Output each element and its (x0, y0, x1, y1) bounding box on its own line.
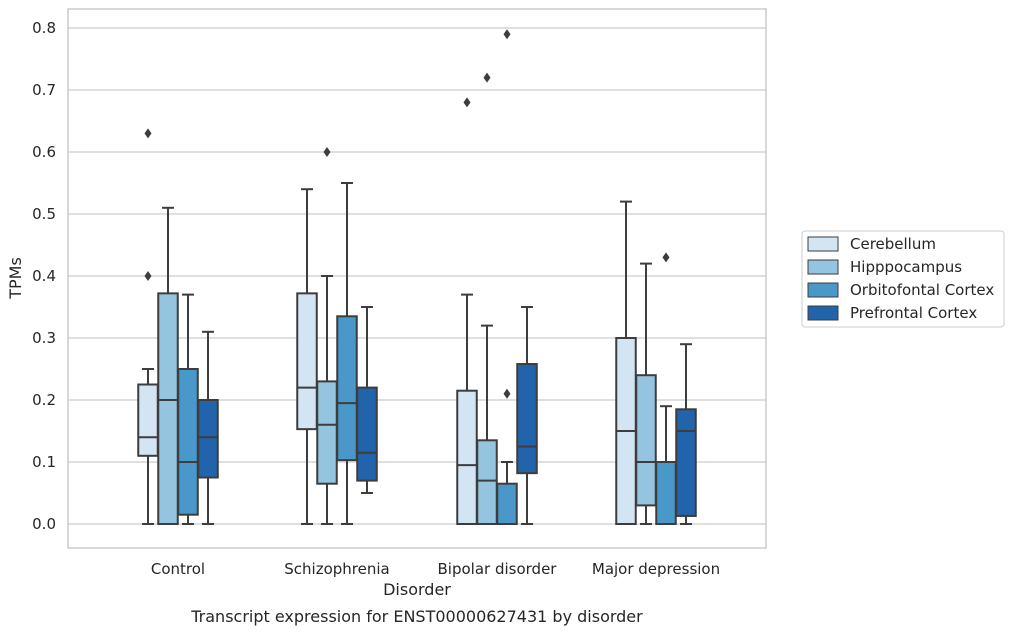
box-iqr (635, 374, 657, 507)
legend-swatch (807, 236, 839, 252)
legend-swatch (807, 259, 839, 275)
legend: Cerebellum Hipppocampus Orbitofontal Corte… (801, 230, 1005, 328)
legend-label: Hipppocampus (850, 258, 962, 276)
legend-swatch (807, 305, 839, 321)
box-iqr (496, 482, 518, 526)
box-prefrontal-cortex (675, 343, 697, 525)
box-iqr (177, 368, 199, 516)
x-tick-labels: Control Schizophrenia Bipolar disorder Majo… (151, 560, 720, 578)
box-groups (137, 29, 697, 526)
box-iqr (476, 439, 498, 525)
y-axis-title: TPMs (6, 257, 25, 300)
outlier-point (323, 147, 331, 157)
legend-item: Cerebellum (807, 235, 936, 253)
legend-item: Orbitofontal Cortex (807, 281, 994, 299)
x-tick-label: Control (151, 560, 205, 578)
box-orbitofontal-cortex (496, 29, 518, 526)
y-tick-labels: 0.0 0.1 0.2 0.3 0.4 0.5 0.6 0.7 0.8 (32, 19, 56, 533)
y-tick-label: 0.4 (32, 267, 56, 285)
box-prefrontal-cortex (356, 306, 378, 494)
box-iqr (336, 315, 358, 462)
y-tick-label: 0.8 (32, 19, 56, 37)
box-prefrontal-cortex (197, 330, 219, 525)
box-iqr (456, 389, 478, 526)
legend-label: Orbitofontal Cortex (850, 281, 994, 299)
outlier-point (483, 72, 491, 83)
box-iqr (197, 399, 219, 479)
x-tick-label: Schizophrenia (284, 560, 389, 578)
legend-label: Cerebellum (850, 235, 936, 253)
y-tick-label: 0.5 (32, 205, 56, 223)
y-tick-label: 0.6 (32, 143, 56, 161)
box-hipppocampus (476, 72, 498, 525)
box-iqr (296, 292, 318, 431)
plot-frame (67, 8, 767, 549)
y-tick-label: 0.7 (32, 81, 56, 99)
box-iqr (316, 380, 338, 485)
box-iqr (137, 383, 159, 457)
legend-swatch (807, 282, 839, 298)
outlier-point (463, 97, 471, 108)
x-tick-label: Bipolar disorder (438, 560, 558, 578)
box-iqr (675, 408, 697, 517)
box-hipppocampus (635, 262, 657, 525)
outlier-point (503, 29, 511, 40)
legend-item: Prefrontal Cortex (807, 304, 977, 322)
legend-frame (801, 230, 1005, 328)
y-tick-label: 0.0 (32, 515, 56, 533)
box-prefrontal-cortex (516, 306, 538, 525)
x-tick-label: Major depression (592, 560, 720, 578)
y-tick-label: 0.2 (32, 391, 56, 409)
legend-item: Hipppocampus (807, 258, 962, 276)
box-iqr (516, 363, 538, 475)
box-cerebellum (296, 188, 318, 525)
y-tick-label: 0.1 (32, 453, 56, 471)
box-iqr (655, 461, 677, 525)
outlier-point (662, 252, 670, 263)
box-iqr (157, 292, 179, 525)
outlier-point (144, 128, 152, 139)
chart-caption: Transcript expression for ENST0000062743… (190, 607, 643, 626)
box-iqr (356, 386, 378, 482)
outlier-point (144, 271, 152, 281)
outlier-point (503, 388, 511, 399)
x-axis-title: Disorder (383, 580, 451, 599)
y-tick-label: 0.3 (32, 329, 56, 347)
legend-label: Prefrontal Cortex (850, 304, 977, 322)
